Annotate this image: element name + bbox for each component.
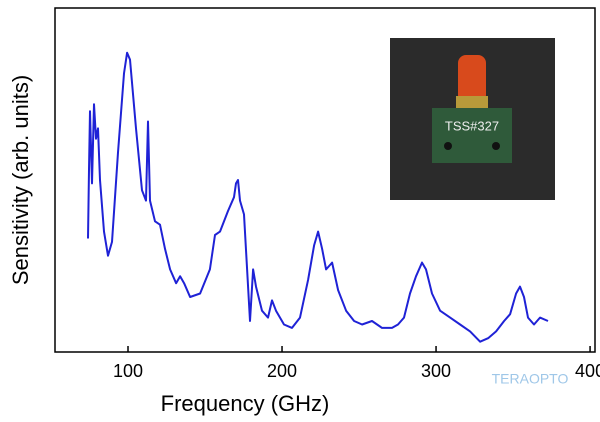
data-line	[87, 51, 549, 343]
x-axis-label: Frequency (GHz)	[161, 391, 330, 416]
x-tick-label: 200	[267, 361, 297, 381]
plot-frame	[54, 7, 596, 353]
x-tick-label: 300	[421, 361, 451, 381]
x-tick-label: 400	[575, 361, 600, 381]
x-tick-label: 100	[113, 361, 143, 381]
inset-photo: TSS#327	[390, 38, 555, 200]
inset-label: TSS#327	[445, 118, 499, 133]
watermark: TERAOPTO	[492, 371, 569, 387]
y-axis-label: Sensitivity (arb. units)	[8, 75, 33, 285]
